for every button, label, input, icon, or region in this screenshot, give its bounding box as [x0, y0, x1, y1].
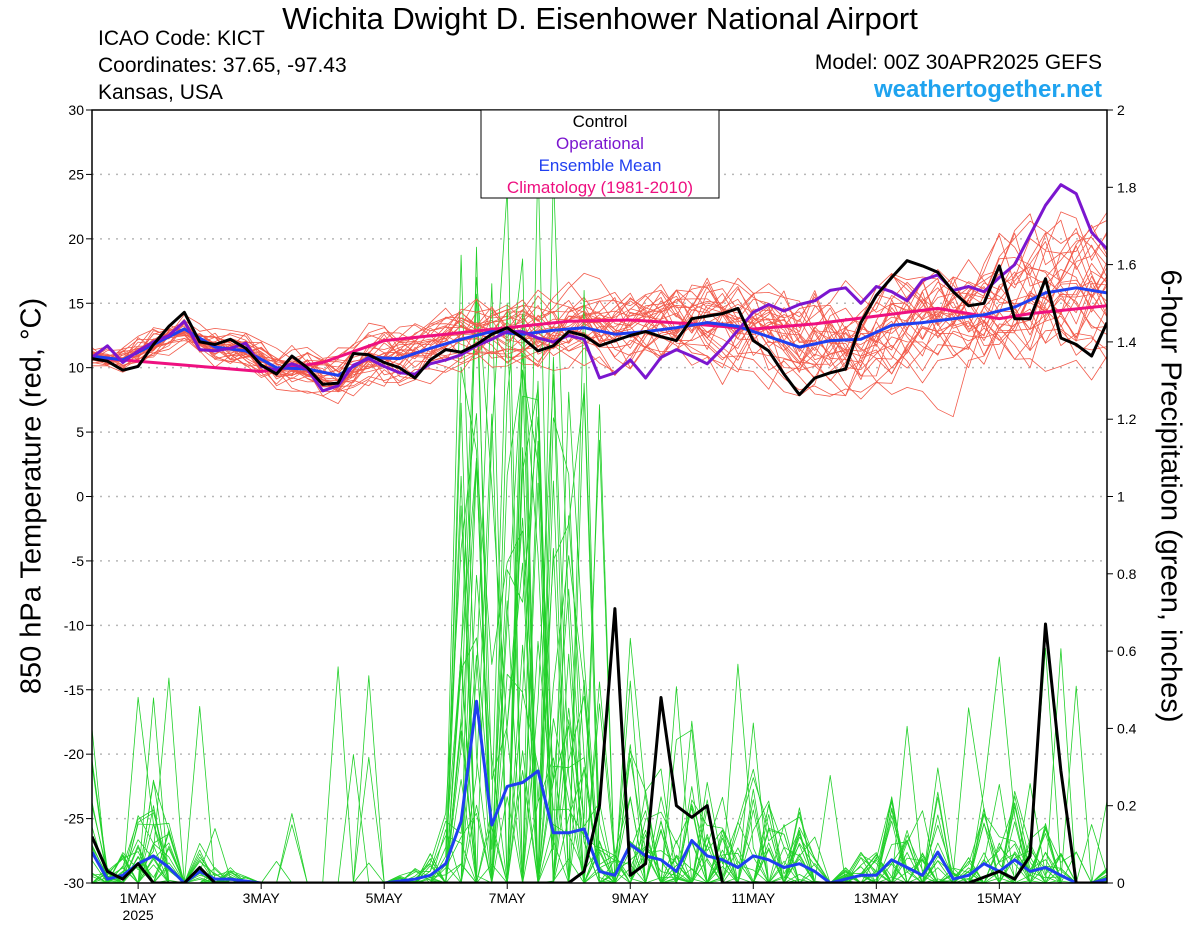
left-tick-label: 20 — [68, 231, 84, 247]
precip-member-line — [92, 302, 1107, 883]
precip-member-line — [92, 447, 1107, 883]
chart-title: Wichita Dwight D. Eisenhower National Ai… — [282, 1, 918, 36]
precip-member-line — [92, 276, 1107, 883]
temp-member-line — [92, 279, 1107, 383]
precip-member-line — [92, 482, 1107, 883]
precip-member-line — [92, 313, 1107, 883]
precip-member-line — [92, 395, 1107, 883]
x-tick-label: 11MAY — [731, 890, 775, 906]
x-tick-label: 5MAY — [366, 890, 404, 906]
left-tick-label: 5 — [76, 424, 84, 440]
left-axis-label: 850 hPa Temperature (red, °C) — [15, 297, 48, 695]
legend-entry: Ensemble Mean — [539, 156, 662, 175]
control-precip-line — [92, 607, 1107, 883]
left-tick-label: 15 — [68, 295, 84, 311]
plot-area — [92, 155, 1107, 883]
temp-member-line — [92, 286, 1107, 377]
right-tick-label: 1.2 — [1117, 411, 1137, 427]
right-axis-label: 6-hour Precipitation (green, inches) — [1154, 269, 1187, 723]
left-tick-label: -5 — [72, 553, 85, 569]
right-tick-label: 1 — [1117, 489, 1125, 505]
precip-member-line — [92, 404, 1107, 883]
operational-temperature-line — [92, 183, 1107, 393]
left-tick-label: -15 — [64, 682, 84, 698]
x-tick-sublabel: 2025 — [123, 907, 154, 923]
temp-member-line — [92, 282, 1107, 380]
legend-entry: Operational — [556, 134, 644, 153]
precip-member-line — [92, 380, 1107, 883]
coordinates: Coordinates: 37.65, -97.43 — [98, 54, 347, 77]
temp-member-line — [92, 245, 1107, 389]
x-tick-label: 15MAY — [977, 890, 1023, 906]
legend-entry: Control — [573, 112, 628, 131]
right-tick-label: 0.6 — [1117, 643, 1137, 659]
precip-member-line — [92, 416, 1107, 883]
left-tick-label: 10 — [68, 360, 84, 376]
precip-member-line — [92, 574, 1107, 883]
climatology-temperature-line — [92, 304, 1107, 373]
right-tick-label: 0.8 — [1117, 566, 1137, 582]
location: Kansas, USA — [98, 81, 223, 104]
precip-member-line — [92, 155, 1107, 883]
temp-member-line — [92, 237, 1107, 383]
left-tick-label: -20 — [64, 746, 84, 762]
temp-member-line — [92, 219, 1107, 400]
precip-member-line — [92, 640, 1107, 883]
x-tick-label: 3MAY — [243, 890, 281, 906]
x-tick-label: 9MAY — [612, 890, 650, 906]
right-tick-label: 2 — [1117, 102, 1125, 118]
precip-member-line — [92, 356, 1107, 883]
x-tick-label: 13MAY — [854, 890, 900, 906]
temp-member-line — [92, 272, 1107, 389]
left-tick-label: 30 — [68, 102, 84, 118]
right-tick-label: 0.2 — [1117, 798, 1137, 814]
temp-member-line — [92, 261, 1107, 387]
precip-member-line — [92, 458, 1107, 883]
x-tick-label: 1MAY — [120, 890, 158, 906]
precip-member-line — [92, 757, 1107, 883]
icao-code: ICAO Code: KICT — [98, 27, 265, 50]
temp-member-line — [92, 220, 1107, 418]
precip-member-line — [92, 505, 1107, 883]
precip-member-line — [92, 637, 1107, 883]
legend-box — [480, 109, 720, 199]
legend-entry: Climatology (1981-2010) — [507, 178, 693, 197]
temp-member-line — [92, 227, 1107, 378]
model-run: Model: 00Z 30APR2025 GEFS — [814, 51, 1102, 74]
left-tick-label: 25 — [68, 166, 84, 182]
left-tick-label: -30 — [64, 875, 84, 891]
right-tick-label: 1.8 — [1117, 179, 1137, 195]
precip-member-line — [92, 254, 1107, 883]
left-tick-label: -25 — [64, 811, 84, 827]
left-tick-label: -10 — [64, 617, 84, 633]
temp-member-line — [92, 280, 1107, 390]
precip-member-line — [92, 258, 1107, 883]
right-tick-label: 0.4 — [1117, 720, 1137, 736]
control-temperature-line — [92, 259, 1107, 397]
x-tick-label: 7MAY — [489, 890, 527, 906]
precip-member-line — [92, 187, 1107, 883]
right-tick-label: 1.4 — [1117, 334, 1137, 350]
right-tick-label: 0 — [1117, 875, 1125, 891]
right-tick-label: 1.6 — [1117, 257, 1137, 273]
left-tick-label: 0 — [76, 489, 84, 505]
site-link[interactable]: weathertogether.net — [873, 76, 1102, 103]
ensemble-mean-temperature-line — [92, 286, 1107, 377]
